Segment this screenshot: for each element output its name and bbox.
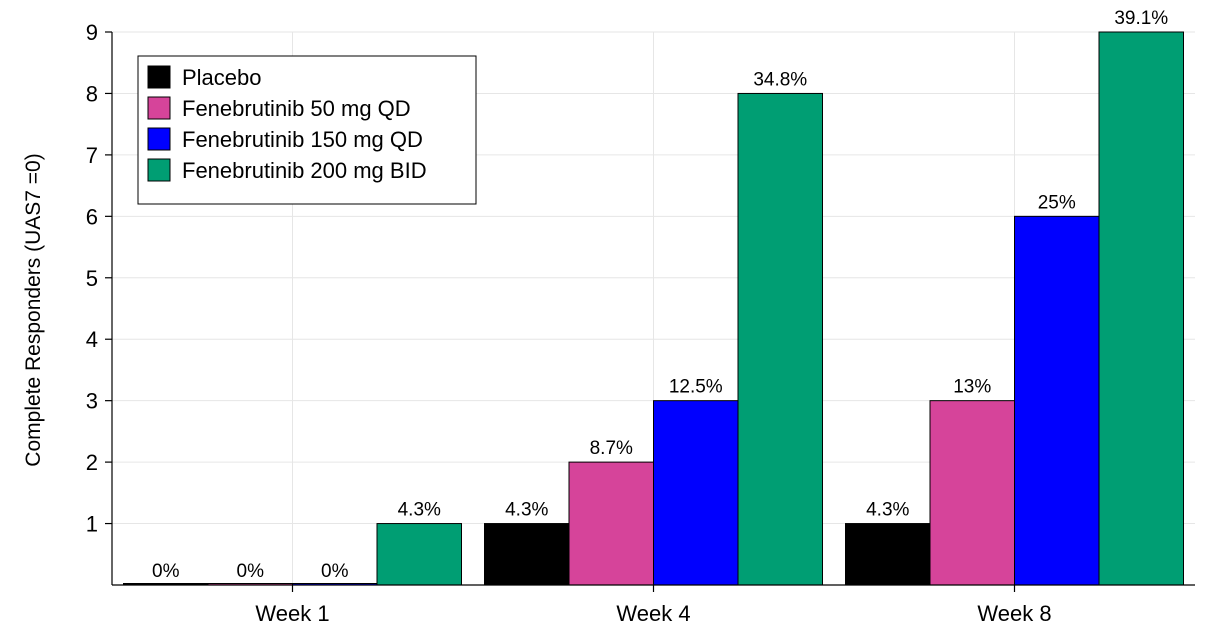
data-label: 34.8% [753, 69, 807, 90]
x-tick-label: Week 8 [977, 601, 1051, 626]
legend-swatch [147, 158, 171, 182]
legend-swatch [147, 96, 171, 120]
data-label: 13% [953, 377, 991, 398]
legend-label: Fenebrutinib 150 mg QD [182, 127, 423, 152]
y-tick-label: 3 [86, 389, 98, 414]
data-label: 39.1% [1114, 8, 1168, 29]
legend-box [137, 55, 477, 205]
y-tick-label: 6 [86, 204, 98, 229]
y-tick-label: 1 [86, 512, 98, 537]
y-tick-label: 2 [86, 450, 98, 475]
legend-label: Fenebrutinib 50 mg QD [182, 96, 411, 121]
legend-swatch [147, 65, 171, 89]
data-label: 0% [237, 561, 265, 582]
bar-week-8-series-1 [929, 400, 1015, 586]
y-tick-label: 9 [86, 20, 98, 45]
data-label: 0% [152, 561, 180, 582]
bars [123, 31, 1184, 586]
bar-week-1-series-3 [376, 523, 462, 586]
data-label: 4.3% [505, 500, 548, 521]
y-axis-label: Complete Responders (UAS7 =0) [22, 153, 45, 466]
legend-swatch [147, 127, 171, 151]
data-label: 0% [321, 561, 349, 582]
data-labels: 0% 0% 0% 4.3% 4.3% 8.7% 12.5% 34.8% 4.3% 13% 25% 39… [152, 8, 1168, 582]
bar-week-8-series-3 [1098, 31, 1184, 586]
data-label: 12.5% [669, 377, 723, 398]
x-tick-label: Week 4 [616, 601, 690, 626]
data-label: 4.3% [398, 500, 441, 521]
bar-week-4-series-2 [653, 400, 739, 586]
y-tick-label: 4 [86, 327, 98, 352]
bar-week-4-series-3 [737, 92, 823, 586]
axes: 1 2 3 4 5 6 7 8 9 Week 1 Week 4 Week 8 [86, 20, 1195, 626]
x-tick-label: Week 1 [255, 601, 329, 626]
y-tick-label: 5 [86, 266, 98, 291]
y-tick-label: 7 [86, 143, 98, 168]
data-label: 4.3% [866, 500, 909, 521]
legend-label: Placebo [182, 65, 262, 90]
legend-label: Fenebrutinib 200 mg BID [182, 158, 427, 183]
bar-week-4-series-1 [568, 461, 654, 586]
data-label: 8.7% [590, 438, 633, 459]
bar-week-4-series-0 [484, 523, 570, 586]
bar-week-8-series-0 [845, 523, 931, 586]
y-tick-label: 8 [86, 81, 98, 106]
legend: Placebo Fenebrutinib 50 mg QD Fenebrutinib… [137, 55, 477, 205]
data-label: 25% [1038, 192, 1076, 213]
bar-week-8-series-2 [1014, 215, 1100, 586]
